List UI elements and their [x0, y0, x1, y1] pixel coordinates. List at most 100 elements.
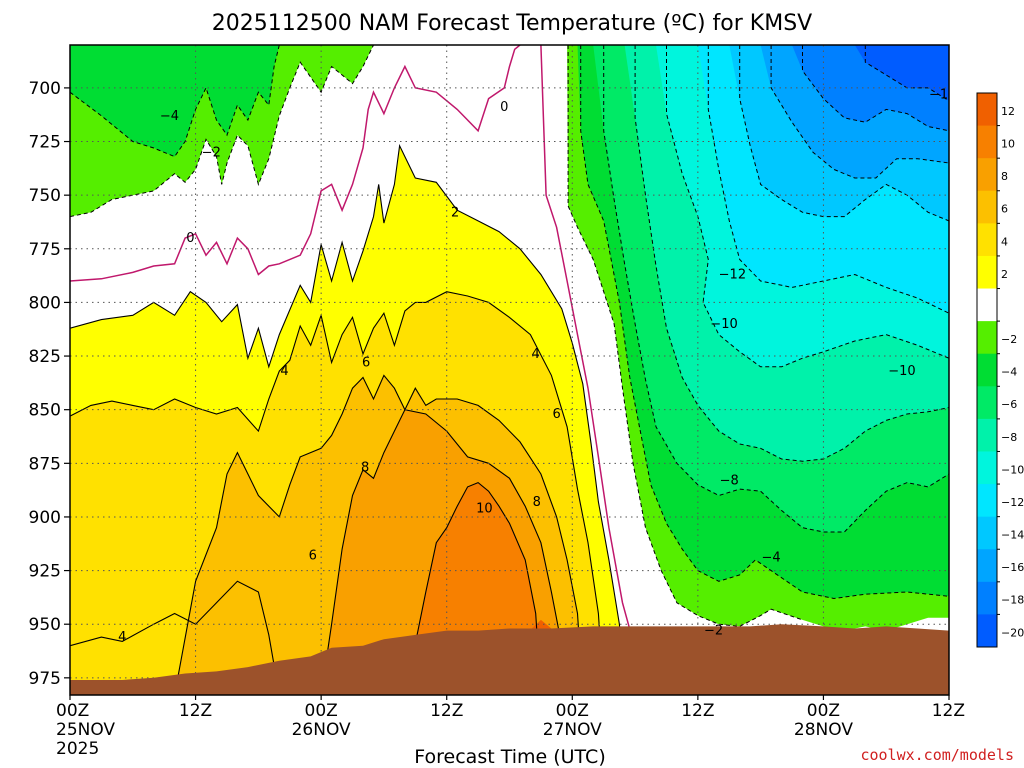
- contour-minus2C-east: [567, 45, 803, 627]
- temperature-fields: [70, 45, 949, 695]
- contour-label-7: 4: [532, 347, 540, 362]
- y-tick-label-975: 975: [29, 669, 61, 689]
- contour-4C: [70, 291, 605, 695]
- credit-text: coolwx.com/models: [860, 746, 1014, 764]
- colorbar-swatch-3: [977, 190, 997, 224]
- x-tick-label-5: 12Z: [681, 701, 714, 721]
- colorbar-swatch-6: [977, 288, 997, 322]
- colorbar-label-12: −12: [1001, 496, 1024, 509]
- colorbar-swatch-4: [977, 223, 997, 257]
- x-tick-date-0: 25NOV: [56, 720, 115, 740]
- colorbar-swatch-1: [977, 125, 997, 159]
- colorbar-swatch-12: [977, 484, 997, 518]
- contour-label-4: 2: [451, 205, 459, 220]
- x-tick-label-2: 00Z: [305, 701, 338, 721]
- contour-label-13: 4: [118, 630, 126, 645]
- contour-label-17: −8: [720, 473, 739, 488]
- contour-label-9: 8: [361, 461, 369, 476]
- y-tick-label-875: 875: [29, 454, 61, 474]
- colorbar-label-16: −20: [1001, 626, 1024, 639]
- colorbar-swatch-2: [977, 158, 997, 192]
- x-tick-label-3: 12Z: [430, 701, 463, 721]
- colorbar-label-14: −16: [1001, 561, 1024, 574]
- y-tick-label-925: 925: [29, 562, 61, 582]
- contour-label-15: −10: [710, 317, 737, 332]
- x-tick-label-4: 00Z: [556, 701, 589, 721]
- colorbar-label-5: 2: [1001, 268, 1008, 281]
- colorbar-swatch-10: [977, 418, 997, 452]
- plot-frame: [69, 44, 950, 696]
- colorbar-label-4: 4: [1001, 235, 1008, 248]
- contour-label-1: −2: [202, 145, 221, 160]
- colorbar-swatch-11: [977, 451, 997, 485]
- y-tick-label-800: 800: [29, 293, 61, 313]
- contour-label-11: 8: [533, 495, 541, 510]
- contour-labels: −4 −2 0 0 2 4 6 4 6 8 10 8 6 4 −12 −10 −10 −8 −4 −2 −1: [118, 87, 948, 645]
- contour-label-18: −4: [762, 551, 781, 566]
- contour-label-8: 6: [552, 407, 560, 422]
- contour-2C: [70, 143, 626, 695]
- contour-label-2: 0: [186, 231, 194, 246]
- y-tick-label-725: 725: [29, 133, 61, 153]
- terrain-fill: [70, 624, 949, 695]
- y-axis: 700 725 750 775 800 825 850 875 900 925 950 975: [29, 79, 70, 689]
- colorbar-swatch-9: [977, 386, 997, 420]
- contour-minus4C-west: [70, 45, 280, 158]
- contour-4C-lower: [70, 580, 280, 695]
- color-scale-legend: 12 10 8 6 4 2 −2 −4 −6 −8 −10 −12 −14 −16 −18 −20: [976, 92, 1024, 648]
- contour-0C-west: [70, 45, 521, 282]
- contour-minus12C-east: [707, 45, 949, 314]
- colorbar-swatch-0: [977, 93, 997, 127]
- colorbar-swatch-14: [977, 549, 997, 583]
- contour-minus20C-east: [864, 45, 949, 102]
- temperature-contours: [70, 45, 949, 695]
- field-cold-west-4: [70, 45, 280, 157]
- contour-10C: [404, 481, 542, 695]
- x-tick-date-2: 26NOV: [292, 720, 351, 740]
- x-tick-label-7: 12Z: [932, 701, 965, 721]
- contour-label-0: −4: [160, 109, 179, 124]
- colorbar-label-8: −4: [1001, 366, 1017, 379]
- x-tick-label-0: 00Z: [56, 701, 89, 721]
- colorbar-swatch-16: [977, 614, 997, 648]
- colorbar-swatch-15: [977, 581, 997, 615]
- contour-minus4C-east: [580, 45, 949, 600]
- contour-minus6C-east: [603, 45, 949, 533]
- colorbar-swatch-13: [977, 516, 997, 550]
- y-tick-label-750: 750: [29, 186, 61, 206]
- colorbar-label-13: −14: [1001, 529, 1024, 542]
- contour-minus2C-west: [70, 45, 374, 218]
- colorbar-swatch-5: [977, 255, 997, 290]
- contour-minus8C-east: [634, 45, 949, 462]
- contour-label-12: 6: [309, 549, 317, 564]
- plot-area: [70, 45, 949, 695]
- chart-title: 2025112500 NAM Forecast Temperature (ºC)…: [212, 11, 812, 36]
- colorbar-label-2: 8: [1001, 170, 1008, 183]
- colorbar-label-15: −18: [1001, 594, 1024, 607]
- contour-label-6: 6: [362, 355, 370, 370]
- y-tick-label-950: 950: [29, 615, 61, 635]
- x-tick-date-6: 28NOV: [794, 720, 853, 740]
- colorbar-label-3: 6: [1001, 203, 1008, 216]
- field-cold-east-20: [854, 45, 949, 101]
- contour-6C: [174, 374, 584, 695]
- colorbar-label-9: −6: [1001, 398, 1017, 411]
- y-tick-label-775: 775: [29, 240, 61, 260]
- x-tick-date-4: 27NOV: [543, 720, 602, 740]
- contour-label-10: 10: [476, 501, 493, 516]
- x-axis-label: Forecast Time (UTC): [414, 746, 605, 768]
- colorbar-swatch-8: [977, 353, 997, 387]
- contour-label-19: −2: [704, 624, 723, 639]
- colorbar-label-7: −2: [1001, 333, 1017, 346]
- colorbar-label-0: 12: [1001, 105, 1015, 118]
- x-tick-label-1: 12Z: [179, 701, 212, 721]
- contour-8C: [320, 409, 568, 695]
- contour-label-5: 4: [280, 364, 288, 379]
- y-tick-label-900: 900: [29, 508, 61, 528]
- y-tick-label-825: 825: [29, 347, 61, 367]
- contour-label-3: 0: [500, 100, 508, 115]
- gridlines: [70, 45, 949, 695]
- x-tick-label-6: 00Z: [807, 701, 840, 721]
- colorbar-frame: [976, 92, 998, 648]
